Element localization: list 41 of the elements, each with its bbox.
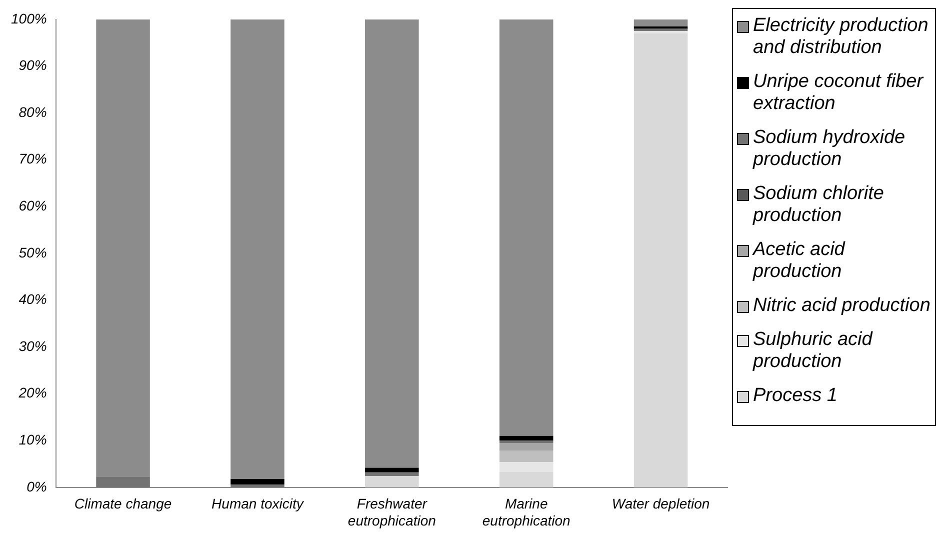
y-tick-label: 0% [26,478,47,494]
y-tick-label: 100% [10,10,47,26]
legend-label: Nitric acid production [753,295,930,317]
bar [365,472,419,476]
bar [96,19,150,477]
bar [365,476,419,488]
legend-label: Unripe coconut fiber extraction [753,71,925,115]
bar [365,468,419,472]
bar [634,26,688,29]
legend-label: Acetic acid production [753,239,846,283]
bar [499,19,554,436]
y-tick-label: 30% [18,338,47,354]
bar [499,472,554,488]
bar [499,462,554,472]
bar [365,19,419,468]
bar [230,19,284,479]
legend-label: Sodium chlorite production [753,183,885,227]
bar [96,476,150,488]
y-tick-label: 70% [18,150,47,167]
x-tick-label: Marine eutrophication [482,496,571,528]
legend-label: Electricity production and distribution [753,15,930,59]
legend-label: Sulphuric acid production [753,329,874,373]
bar [634,33,688,488]
y-tick-label: 60% [18,197,47,214]
bar [499,450,554,462]
x-tick-label: Human toxicity [212,496,304,512]
bar [230,478,284,485]
y-tick-label: 90% [18,57,47,74]
bar [499,436,554,441]
y-tick-label: 50% [18,244,47,260]
y-tick-label: 20% [18,384,47,401]
bar [634,19,688,26]
x-tick-label: Freshwater eutrophication [348,496,436,528]
y-tick-label: 80% [18,104,47,120]
legend-label: Process 1 [753,385,838,407]
bar [499,442,554,451]
y-tick-label: 10% [18,431,47,448]
y-tick-label: 40% [18,291,47,308]
x-tick-label: Climate change [74,496,172,512]
legend-label: Sodium hydroxide production [753,127,906,171]
x-tick-label: Water depletion [612,496,710,512]
